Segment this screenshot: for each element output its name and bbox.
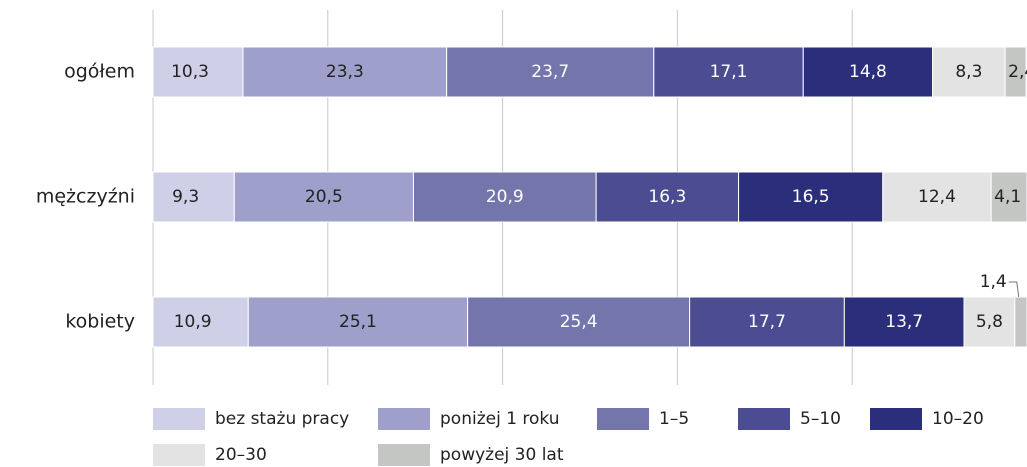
legend-swatch: [378, 444, 430, 466]
value-label: 12,4: [918, 187, 956, 207]
value-label: 8,3: [955, 62, 982, 82]
legend-swatch: [153, 444, 205, 466]
bar-segment: [152, 46, 244, 98]
category-label: mężczyźni: [36, 186, 135, 208]
value-label: 25,1: [339, 312, 377, 332]
legend-label: bez stażu pracy: [215, 409, 349, 429]
bar-segment: [882, 171, 992, 223]
bar-segment: [990, 171, 1027, 223]
legend-swatch: [597, 408, 649, 430]
bar-segment: [152, 296, 249, 348]
value-label: 16,5: [792, 187, 830, 207]
legend-label: 5–10: [800, 409, 841, 429]
value-label: 16,3: [648, 187, 686, 207]
value-label: 20,9: [486, 187, 524, 207]
legend-label: 20–30: [215, 445, 267, 465]
bar-segment: [963, 296, 1016, 348]
legend-swatch: [378, 408, 430, 430]
bar-segment: [843, 296, 965, 348]
bar-segment: [247, 296, 469, 348]
value-label: 23,7: [531, 62, 569, 82]
legend-swatch: [153, 408, 205, 430]
bar-segment: [932, 46, 1006, 98]
value-label: 20,5: [305, 187, 343, 207]
legend-label: powyżej 30 lat: [440, 445, 564, 465]
value-label: 5,8: [976, 312, 1003, 332]
legend-label: 1–5: [659, 409, 689, 429]
leader-line: [1008, 281, 1020, 298]
category-label: ogółem: [64, 61, 135, 83]
value-label: 10,9: [174, 312, 212, 332]
value-label: 10,3: [171, 62, 209, 82]
value-label: 23,3: [326, 62, 364, 82]
bar-segment: [412, 171, 597, 223]
bar-segment: [689, 296, 845, 348]
value-label: 17,7: [748, 312, 786, 332]
bar-segment: [233, 171, 414, 223]
category-label: kobiety: [65, 311, 135, 333]
value-label: 1,4: [980, 272, 1007, 292]
bar-segment: [738, 171, 884, 223]
bar-segment: [802, 46, 934, 98]
value-label: 13,7: [885, 312, 923, 332]
bar-segment: [1004, 46, 1027, 98]
bar-segment: [653, 46, 804, 98]
bar-segment: [467, 296, 691, 348]
bar-segment: [1014, 296, 1027, 348]
value-label: 4,1: [994, 187, 1021, 207]
value-label: 25,4: [560, 312, 598, 332]
value-label: 14,8: [849, 62, 887, 82]
bar-segment: [152, 171, 235, 223]
legend-label: 10–20: [932, 409, 984, 429]
value-label: 2,4: [1008, 62, 1027, 82]
value-label: 17,1: [710, 62, 748, 82]
legend-swatch: [738, 408, 790, 430]
bar-segment: [242, 46, 448, 98]
value-label: 9,3: [172, 187, 199, 207]
legend-swatch: [870, 408, 922, 430]
legend-label: poniżej 1 roku: [440, 409, 560, 429]
bar-segment: [446, 46, 655, 98]
